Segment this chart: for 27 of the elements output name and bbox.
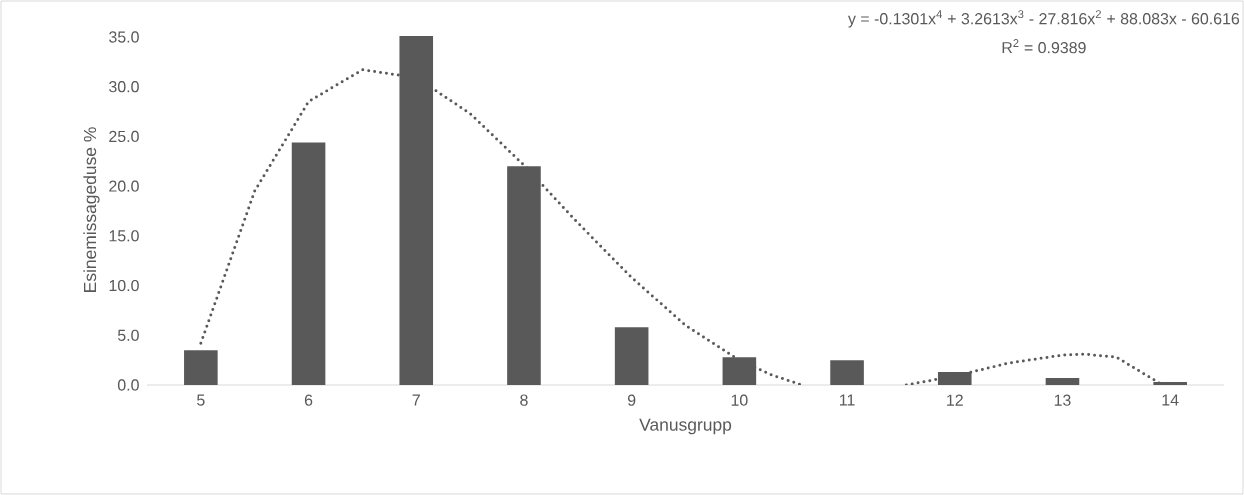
annotation: R$^{2}$ = 0.9389 — [1002, 39, 1086, 54]
bar — [830, 360, 864, 385]
bar — [614, 327, 649, 385]
x-tick-label: 12 — [947, 394, 963, 406]
x-tick-label: 14 — [1162, 394, 1179, 406]
x-axis-title: Vanusgrupp — [639, 418, 732, 435]
y-tick-label: 30.0 — [109, 81, 139, 93]
bar — [1045, 378, 1080, 385]
y-tick-label: 35.0 — [109, 31, 139, 43]
x-tick-label: 8 — [520, 394, 528, 406]
x-tick-label: 11 — [840, 394, 855, 406]
y-tick-label: 10.0 — [109, 279, 139, 292]
x-tick-label: 9 — [627, 394, 636, 406]
x-tick-label: 6 — [304, 394, 313, 406]
x-tick-label: 13 — [1054, 394, 1071, 406]
y-axis-title: Esinemissageduse % — [83, 127, 100, 292]
x-tick-label: 7 — [412, 394, 420, 406]
y-tick-label: 5.0 — [117, 329, 139, 341]
y-tick-label: 25.0 — [109, 130, 139, 143]
text: y = -0.1301x$^{4}$ + 3.2613x$^{3}$ - 27.816x$^{2}$ + 88.083x - 60.616 — [847, 10, 1240, 28]
x-tick-label: 10 — [731, 394, 748, 406]
x-tick-label: 5 — [197, 394, 205, 406]
bar — [291, 142, 326, 385]
y-tick-label: 20.0 — [109, 180, 139, 192]
bar — [184, 350, 218, 385]
y-tick-label: 15.0 — [109, 230, 139, 242]
y-tick-label: 0.0 — [117, 379, 139, 391]
